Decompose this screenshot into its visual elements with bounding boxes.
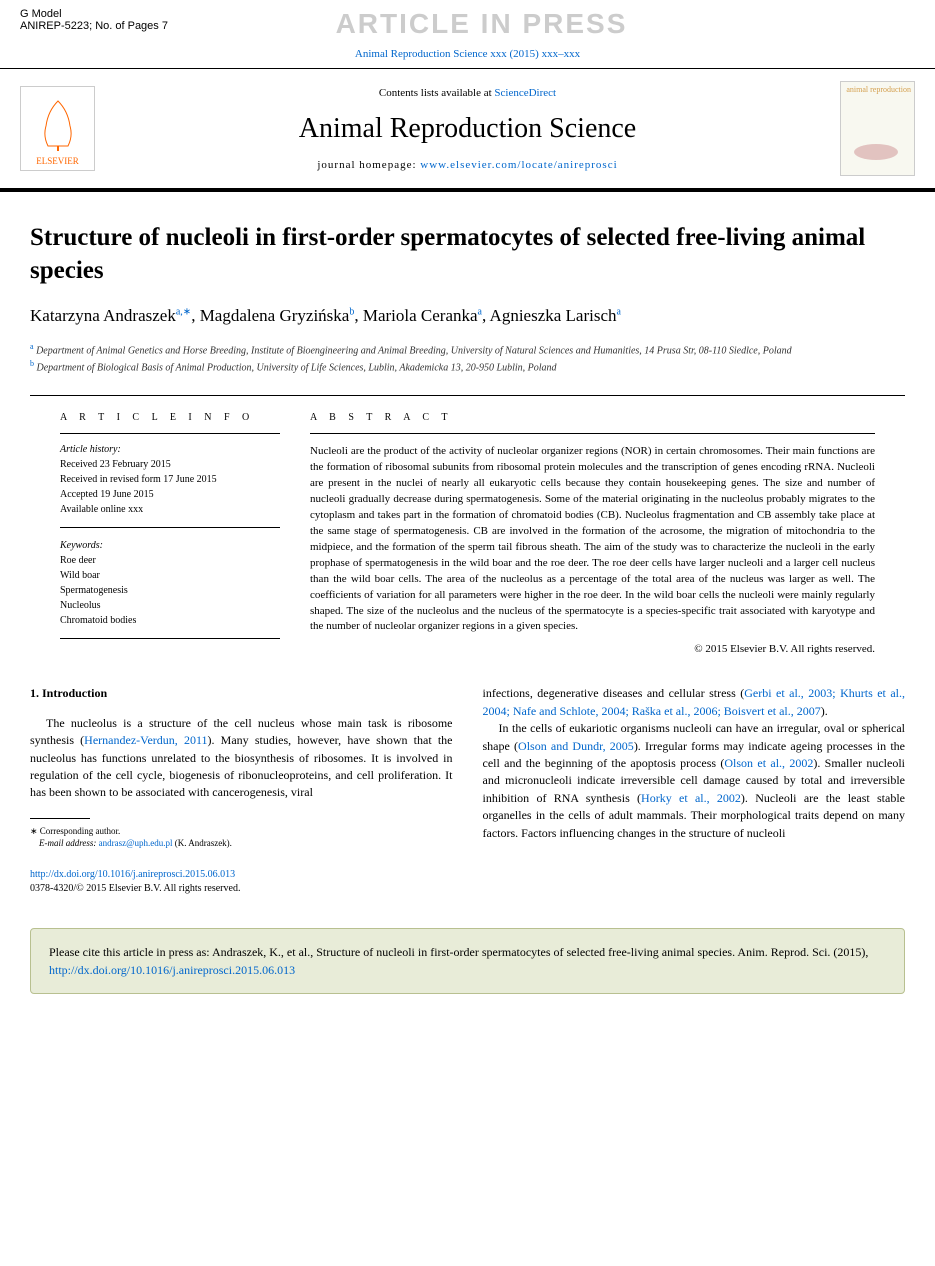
keyword-5: Chromatoid bodies (60, 613, 280, 628)
anirep-label: ANIREP-5223; No. of Pages 7 (20, 20, 168, 32)
journal-cover-thumb: animal reproduction (840, 81, 915, 176)
contents-prefix: Contents lists available at (379, 87, 494, 99)
homepage-line: journal homepage: www.elsevier.com/locat… (115, 159, 820, 171)
footnote-separator (30, 818, 90, 819)
issn-line: 0378-4320/© 2015 Elsevier B.V. All right… (30, 882, 905, 896)
keyword-2: Wild boar (60, 568, 280, 583)
banner-center: Contents lists available at ScienceDirec… (115, 87, 820, 171)
elsevier-logo: ELSEVIER (20, 86, 95, 171)
keyword-4: Nucleolus (60, 598, 280, 613)
journal-banner: ELSEVIER Contents lists available at Sci… (0, 68, 935, 192)
col2-p1-b: ). (821, 704, 828, 718)
article-info-heading: A R T I C L E I N F O (60, 412, 280, 434)
cite-horky[interactable]: Horky et al., 2002 (641, 791, 741, 805)
author-2: Magdalena Gryzińska (200, 306, 350, 325)
col2-p2: In the cells of eukariotic organisms nuc… (483, 720, 906, 842)
elsevier-tree-icon (28, 96, 88, 156)
author-3-sup: a (478, 306, 482, 317)
affiliations-block: a Department of Animal Genetics and Hors… (0, 341, 935, 396)
corresponding-author: ∗ Corresponding author. (30, 825, 453, 838)
authors-block: Katarzyna Andraszeka,∗, Magdalena Gryziń… (0, 303, 935, 341)
abstract: A B S T R A C T Nucleoli are the product… (310, 396, 875, 655)
doi-link[interactable]: http://dx.doi.org/10.1016/j.anireprosci.… (30, 868, 905, 882)
contents-line: Contents lists available at ScienceDirec… (115, 87, 820, 99)
homepage-link[interactable]: www.elsevier.com/locate/anireprosci (420, 159, 617, 171)
cite-olson-dundr[interactable]: Olson and Dundr, 2005 (518, 739, 634, 753)
keyword-1: Roe deer (60, 553, 280, 568)
citation-box: Please cite this article in press as: An… (30, 928, 905, 994)
footnote-block: ∗ Corresponding author. E-mail address: … (30, 825, 453, 850)
elsevier-label: ELSEVIER (36, 156, 79, 166)
history-block: Article history: Received 23 February 20… (60, 442, 280, 528)
history-label: Article history: (60, 442, 280, 457)
author-2-sup: b (349, 306, 354, 317)
header-top: G Model ANIREP-5223; No. of Pages 7 ARTI… (0, 0, 935, 40)
column-left: 1. Introduction The nucleolus is a struc… (30, 685, 453, 850)
cover-graphic-icon (849, 137, 904, 167)
cite-olson-2002[interactable]: Olson et al., 2002 (724, 756, 813, 770)
email-suffix: (K. Andraszek). (172, 838, 231, 848)
email-link[interactable]: andrasz@uph.edu.pl (99, 838, 173, 848)
author-3: Mariola Ceranka (363, 306, 478, 325)
column-right: infections, degenerative diseases and ce… (483, 685, 906, 850)
author-1-sup: a,∗ (176, 306, 191, 317)
info-abstract-row: A R T I C L E I N F O Article history: R… (30, 395, 905, 655)
history-online: Available online xxx (60, 502, 280, 517)
doi-block: http://dx.doi.org/10.1016/j.anireprosci.… (0, 860, 935, 908)
homepage-prefix: journal homepage: (317, 159, 420, 171)
article-info: A R T I C L E I N F O Article history: R… (60, 396, 280, 655)
intro-heading: 1. Introduction (30, 685, 453, 702)
journal-name: Animal Reproduction Science (115, 113, 820, 145)
g-model-label: G Model (20, 8, 168, 20)
g-model-block: G Model ANIREP-5223; No. of Pages 7 (20, 8, 168, 32)
keywords-label: Keywords: (60, 538, 280, 553)
history-accepted: Accepted 19 June 2015 (60, 487, 280, 502)
col1-p1: The nucleolus is a structure of the cell… (30, 715, 453, 802)
abstract-copyright: © 2015 Elsevier B.V. All rights reserved… (310, 643, 875, 655)
keywords-block: Keywords: Roe deer Wild boar Spermatogen… (60, 538, 280, 639)
col2-p1: infections, degenerative diseases and ce… (483, 685, 906, 720)
citation-text: Please cite this article in press as: An… (49, 945, 868, 959)
history-received: Received 23 February 2015 (60, 457, 280, 472)
aff-b-text: Department of Biological Basis of Animal… (34, 362, 557, 373)
email-label: E-mail address: (39, 838, 99, 848)
cite-hernandez[interactable]: Hernandez-Verdun, 2011 (84, 733, 207, 747)
citation-doi-link[interactable]: http://dx.doi.org/10.1016/j.anireprosci.… (49, 963, 295, 977)
author-1: Katarzyna Andraszek (30, 306, 176, 325)
keyword-3: Spermatogenesis (60, 583, 280, 598)
abstract-heading: A B S T R A C T (310, 412, 875, 434)
article-title: Structure of nucleoli in first-order spe… (0, 192, 935, 303)
author-4: Agnieszka Larisch (490, 306, 617, 325)
aff-a-text: Department of Animal Genetics and Horse … (34, 345, 792, 356)
article-in-press-label: ARTICLE IN PRESS (336, 8, 628, 40)
body-columns: 1. Introduction The nucleolus is a struc… (0, 655, 935, 860)
email-line: E-mail address: andrasz@uph.edu.pl (K. A… (30, 837, 453, 850)
abstract-text: Nucleoli are the product of the activity… (310, 444, 875, 635)
sciencedirect-link[interactable]: ScienceDirect (494, 87, 556, 99)
journal-reference: Animal Reproduction Science xxx (2015) x… (0, 40, 935, 68)
col2-p1-a: infections, degenerative diseases and ce… (483, 686, 745, 700)
cover-thumb-title: animal reproduction (844, 85, 911, 94)
author-4-sup: a (617, 306, 621, 317)
history-revised: Received in revised form 17 June 2015 (60, 472, 280, 487)
